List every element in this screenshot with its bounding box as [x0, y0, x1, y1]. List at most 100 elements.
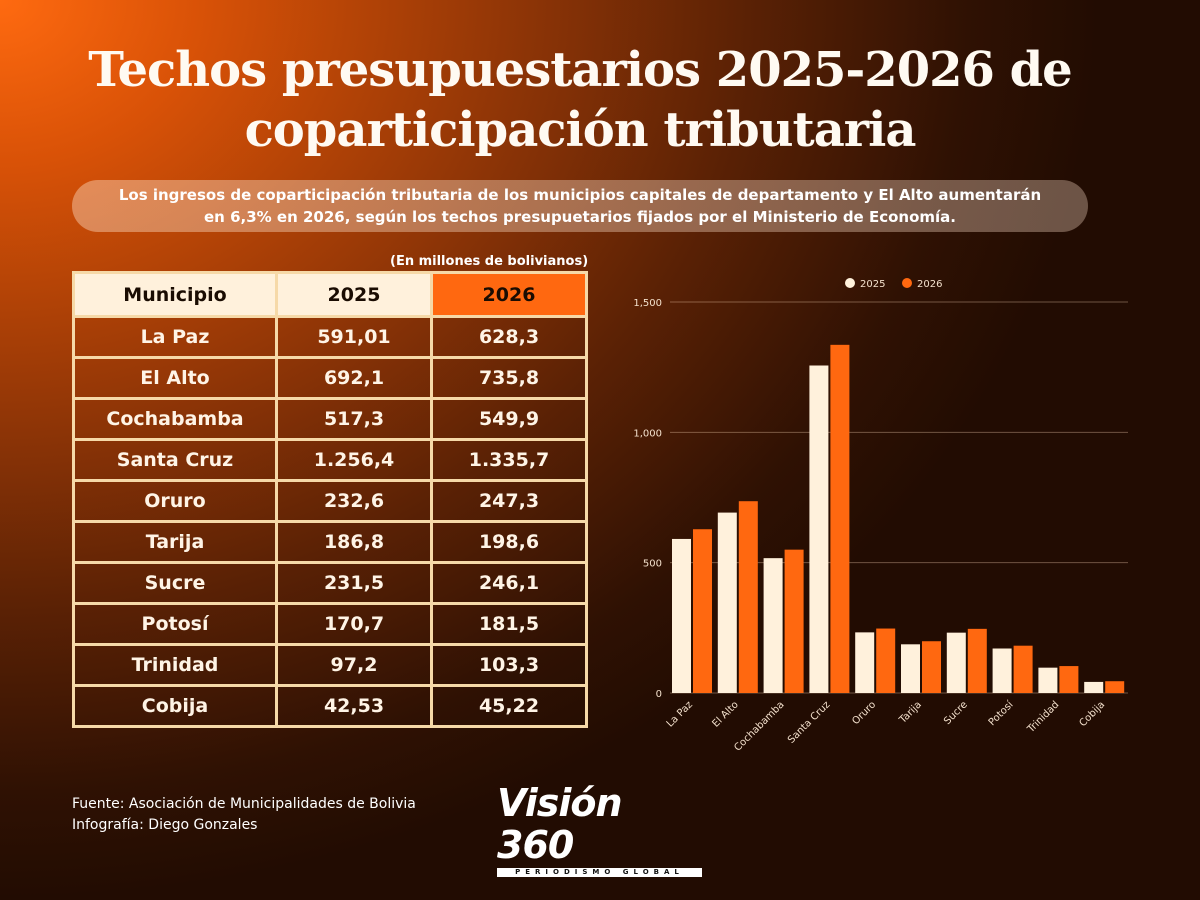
cell-2025: 231,5 — [275, 561, 433, 605]
subtitle-banner: Los ingresos de coparticipación tributar… — [72, 180, 1088, 232]
cell-2026: 735,8 — [430, 356, 588, 400]
bar-2026 — [967, 628, 987, 693]
table-header-row: Municipio 2025 2026 — [72, 271, 588, 318]
cell-2026: 181,5 — [430, 602, 588, 646]
cell-2025: 186,8 — [275, 520, 433, 564]
cell-municipio: Cochabamba — [72, 397, 278, 441]
table-row: Tarija 186,8 198,6 — [72, 520, 588, 564]
cell-2025: 97,2 — [275, 643, 433, 687]
header-2026: 2026 — [430, 271, 588, 318]
y-tick-label: 1,000 — [633, 428, 662, 439]
x-tick-label: Oruro — [850, 699, 878, 727]
cell-2025: 1.256,4 — [275, 438, 433, 482]
bar-2026 — [876, 628, 896, 693]
table-row: Trinidad 97,2 103,3 — [72, 643, 588, 687]
table-row: Potosí 170,7 181,5 — [72, 602, 588, 646]
cell-municipio: Potosí — [72, 602, 278, 646]
table-row: El Alto 692,1 735,8 — [72, 356, 588, 400]
cell-2026: 45,22 — [430, 684, 588, 728]
legend-label: 2026 — [917, 279, 942, 290]
cell-2025: 692,1 — [275, 356, 433, 400]
cell-2026: 247,3 — [430, 479, 588, 523]
chart-bars — [672, 344, 1125, 693]
x-tick-label: El Alto — [710, 699, 740, 729]
bar-2026 — [1013, 645, 1033, 693]
bar-2025 — [672, 538, 691, 693]
cell-2026: 103,3 — [430, 643, 588, 687]
table-body: La Paz 591,01 628,3 El Alto 692,1 735,8 Cochab… — [72, 315, 588, 728]
chart-legend: 2025 2026 — [845, 278, 942, 290]
table-row: Cochabamba 517,3 549,9 — [72, 397, 588, 441]
cell-municipio: El Alto — [72, 356, 278, 400]
cell-2025: 232,6 — [275, 479, 433, 523]
x-tick-label: La Paz — [665, 699, 695, 729]
x-tick-label: Santa Cruz — [786, 699, 832, 745]
cell-2026: 628,3 — [430, 315, 588, 359]
title-line-1: Techos presupuestarios 2025-2026 de — [88, 42, 1072, 98]
y-tick-label: 0 — [656, 689, 662, 700]
bar-2025 — [809, 365, 829, 693]
bar-2025 — [946, 632, 966, 693]
vision360-logo: Visión 360 PERIODISMO GLOBAL — [497, 782, 707, 877]
bar-2025 — [901, 644, 920, 693]
cell-2025: 517,3 — [275, 397, 433, 441]
data-table: Municipio 2025 2026 La Paz 591,01 628,3 El … — [72, 271, 588, 728]
x-tick-label: Trinidad — [1025, 699, 1061, 735]
table-row: La Paz 591,01 628,3 — [72, 315, 588, 359]
bar-2026 — [784, 549, 804, 693]
bar-2025 — [763, 558, 783, 693]
page-title: Techos presupuestarios 2025-2026 de copa… — [0, 40, 1160, 160]
cell-municipio: Santa Cruz — [72, 438, 278, 482]
cell-municipio: La Paz — [72, 315, 278, 359]
header-municipio: Municipio — [72, 271, 278, 318]
logo-tagline: PERIODISMO GLOBAL — [497, 868, 702, 877]
subtitle-line-2: en 6,3% en 2026, según los techos presup… — [204, 208, 956, 226]
legend-swatch — [845, 278, 855, 288]
footer: Fuente: Asociación de Municipalidades de… — [72, 794, 416, 836]
cell-2026: 549,9 — [430, 397, 588, 441]
x-tick-label: Cobija — [1077, 699, 1107, 729]
bar-2026 — [830, 344, 850, 693]
cell-municipio: Tarija — [72, 520, 278, 564]
logo-name: Visión 360 — [497, 781, 623, 867]
y-tick-label: 1,500 — [633, 298, 662, 309]
x-tick-label: Potosí — [986, 698, 1016, 728]
title-line-2: coparticipación tributaria — [244, 102, 917, 158]
x-tick-label: Tarija — [897, 699, 924, 726]
cell-municipio: Sucre — [72, 561, 278, 605]
bar-2026 — [922, 641, 941, 693]
bar-2026 — [1059, 666, 1079, 693]
cell-2025: 170,7 — [275, 602, 433, 646]
x-tick-label: Sucre — [942, 699, 970, 727]
x-tick-label: Cochabamba — [732, 699, 786, 753]
bar-2025 — [1084, 681, 1104, 693]
bar-2026 — [1105, 681, 1125, 693]
table-row: Oruro 232,6 247,3 — [72, 479, 588, 523]
cell-2026: 246,1 — [430, 561, 588, 605]
y-tick-label: 500 — [643, 559, 662, 570]
source-text: Fuente: Asociación de Municipalidades de… — [72, 796, 416, 812]
cell-2025: 591,01 — [275, 315, 433, 359]
bar-2026 — [738, 501, 758, 693]
credit-text: Infografía: Diego Gonzales — [72, 817, 258, 833]
unit-note: (En millones de bolivianos) — [390, 254, 589, 269]
legend-swatch — [902, 278, 912, 288]
bar-2025 — [717, 512, 737, 693]
legend-label: 2025 — [860, 279, 885, 290]
bar-2025 — [992, 648, 1012, 693]
table-row: Sucre 231,5 246,1 — [72, 561, 588, 605]
cell-municipio: Oruro — [72, 479, 278, 523]
bar-2025 — [855, 632, 875, 693]
table-row: Santa Cruz 1.256,4 1.335,7 — [72, 438, 588, 482]
subtitle-line-1: Los ingresos de coparticipación tributar… — [118, 186, 1042, 204]
cell-municipio: Cobija — [72, 684, 278, 728]
cell-2026: 198,6 — [430, 520, 588, 564]
cell-2025: 42,53 — [275, 684, 433, 728]
bar-2026 — [693, 529, 712, 693]
cell-municipio: Trinidad — [72, 643, 278, 687]
bar-2025 — [1038, 667, 1058, 693]
bar-chart: 0 500 1,000 1,500 2025 2026 La Paz El AltoCoc… — [633, 278, 1128, 754]
header-2025: 2025 — [275, 271, 433, 318]
table-row: Cobija 42,53 45,22 — [72, 684, 588, 728]
